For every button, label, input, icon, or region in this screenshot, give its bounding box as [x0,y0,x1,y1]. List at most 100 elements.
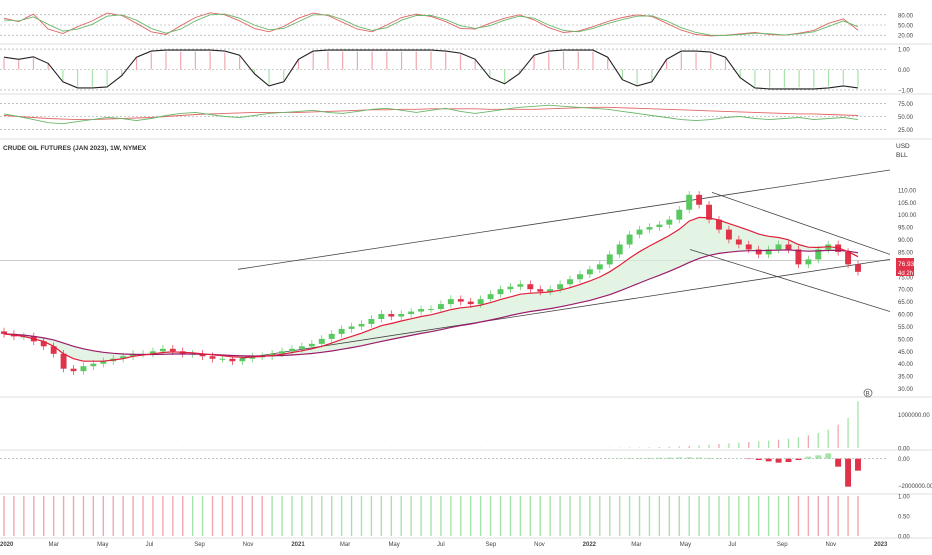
oi-change-bar [656,458,662,459]
symbol-title: CRUDE OIL FUTURES (JAN 2023), 1W, NYMEX [3,145,147,152]
oi-change-bar [776,459,782,463]
y-tick-label: 20.00 [898,34,914,40]
countdown-text: 4d 2h [898,271,913,277]
x-tick-label: Nov [825,542,836,548]
y-tick-label: 65.00 [898,300,914,306]
x-tick-label: Jul [728,542,736,548]
x-tick-label: May [680,542,691,548]
channel-bottom-line [690,249,890,311]
candle-body [647,227,653,229]
x-tick-label: Nov [534,542,545,548]
oi-change-bar [815,455,821,458]
candle-body [795,249,801,264]
candle-body [776,244,782,249]
candle-body [170,349,176,351]
unit-label: BLL [896,152,908,159]
candle-body [557,284,563,289]
x-tick-label: May [388,542,399,548]
oi-change-bar [706,458,712,459]
candle-body [488,294,494,299]
y-tick-label: 100.00 [898,213,917,219]
candle-body [577,274,583,279]
oi-change-bar [835,459,841,467]
candle-body [408,312,414,314]
candle-body [637,230,643,235]
candle-body [418,309,424,311]
y-tick-label: −2000000.00 [898,484,932,490]
candle-body [805,259,811,264]
oi-change-bar [845,459,851,487]
candle-body [855,264,861,271]
x-tick-label: Mar [340,542,350,548]
x-tick-label: Mar [49,542,59,548]
oi-change-bar [716,458,722,459]
oi-change-bar [795,459,801,460]
y-tick-label: 30.00 [898,387,914,393]
candle-body [517,284,523,286]
y-tick-label: 0.50 [898,515,910,521]
y-tick-label: 35.00 [898,375,914,381]
candle-body [319,339,325,344]
candle-body [378,314,384,319]
candle-body [398,314,404,316]
oi-change-bar [766,459,772,462]
oi-change-bar [627,458,633,459]
x-tick-label: Mar [631,542,641,548]
oi-change-bar [825,453,831,458]
candle-body [160,349,166,351]
candle-body [666,220,672,225]
oi-change-bar [676,457,682,458]
candle-body [597,264,603,269]
x-tick-label: Jul [146,542,154,548]
x-tick-label: Nov [243,542,254,548]
candle-body [507,287,513,289]
candle-body [627,235,633,245]
oi-change-bar [756,459,762,460]
y-tick-label: 95.00 [898,226,914,232]
candle-body [239,359,245,361]
oi-change-bar [786,459,792,462]
y-tick-label: 105.00 [898,201,917,207]
candle-body [428,309,434,310]
oi-change-bar [805,457,811,459]
candle-body [339,329,345,334]
currency-label: USD [896,143,910,150]
candle-body [786,244,792,249]
y-tick-label: 0.00 [898,447,910,453]
candle-body [289,349,295,351]
candle-body [458,299,464,301]
x-tick-label: Sep [486,542,497,548]
candle-body [438,304,444,309]
y-tick-label: 0.00 [898,68,910,74]
y-tick-label: 45.00 [898,350,914,356]
svg-text:B: B [866,392,870,398]
candle-body [220,359,226,360]
candle-body [527,284,533,289]
rsi-b-line [4,105,858,124]
candle-body [210,356,216,358]
candle-body [686,195,692,210]
oi-change-bar [696,458,702,459]
candle-body [845,252,851,264]
oi-change-bar [666,458,672,459]
x-tick-label: Jul [437,542,445,548]
x-tick-label: 2020 [0,542,14,548]
candle-body [359,324,365,326]
rsi-a-line [4,107,858,119]
settings-badge-icon[interactable]: B [864,389,872,398]
candle-body [61,354,67,369]
candle-body [567,279,573,284]
candle-body [656,225,662,227]
y-tick-label: 1.00 [898,495,910,501]
candle-body [368,319,374,324]
y-tick-label: 70.00 [898,288,914,294]
y-tick-label: 0.00 [898,457,910,463]
candle-body [309,344,315,346]
candle-body [587,269,593,274]
candle-body [746,244,752,249]
x-tick-label: 2021 [291,542,305,548]
candle-body [537,289,543,291]
candle-body [71,369,77,371]
